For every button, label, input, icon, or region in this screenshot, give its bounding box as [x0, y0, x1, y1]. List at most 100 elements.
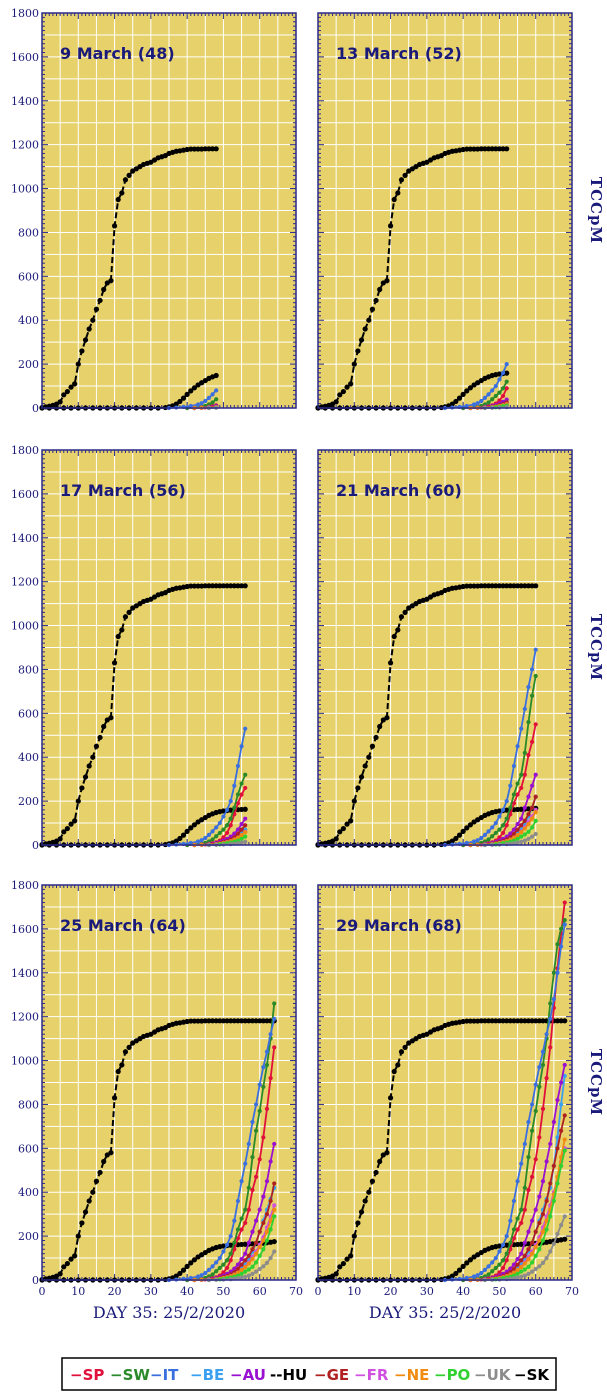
data-point [191, 1257, 197, 1263]
y-tick-label: 1000 [11, 1055, 39, 1068]
data-point [217, 1018, 223, 1024]
data-point [119, 1062, 125, 1068]
data-point [246, 1141, 251, 1147]
data-point [519, 1251, 524, 1256]
data-point [72, 1253, 78, 1259]
data-point [250, 1119, 255, 1125]
data-point [64, 1260, 70, 1267]
data-point [522, 706, 527, 712]
data-point [519, 726, 524, 731]
data-point [507, 1018, 513, 1024]
data-point [548, 1249, 553, 1254]
data-point [533, 1266, 538, 1272]
data-point [402, 172, 408, 178]
data-point [239, 822, 244, 827]
data-point [261, 1238, 266, 1243]
data-point [387, 223, 394, 229]
panel-title: 17 March (56) [60, 481, 186, 500]
data-point [188, 403, 193, 409]
y-tick-label: 800 [18, 226, 39, 239]
data-point [93, 1178, 100, 1184]
data-point [268, 1227, 273, 1232]
data-point [101, 1158, 107, 1165]
data-point [224, 1258, 230, 1263]
y-tick-label: 1600 [11, 923, 39, 936]
series-it [166, 1016, 277, 1283]
data-point [239, 1216, 244, 1221]
data-point [456, 832, 463, 838]
data-point [64, 825, 70, 832]
data-point [500, 146, 506, 152]
data-point [475, 1273, 480, 1278]
data-point [471, 1018, 477, 1024]
legend-entry-it: −IT [150, 1366, 179, 1384]
data-point [515, 836, 520, 841]
data-point [540, 1062, 546, 1068]
data-point [250, 1155, 255, 1160]
data-point [467, 385, 473, 391]
data-point [203, 1270, 208, 1276]
data-point [369, 1178, 376, 1184]
series-hu [315, 146, 510, 411]
data-point [493, 1255, 498, 1261]
data-point [261, 1247, 266, 1252]
data-point [228, 583, 234, 589]
data-point [526, 822, 531, 827]
data-point [253, 1260, 259, 1265]
series-it [166, 726, 248, 848]
data-point [490, 1269, 495, 1274]
data-point [239, 1262, 244, 1267]
data-point [202, 1018, 208, 1024]
data-point [391, 1068, 397, 1075]
data-point [239, 840, 244, 845]
data-point [500, 807, 506, 812]
data-point [544, 1255, 549, 1261]
data-point [479, 835, 484, 841]
x-tick-label: 20 [108, 1285, 122, 1298]
data-point [529, 1102, 535, 1107]
data-point [272, 1181, 277, 1186]
panel-title: 25 March (64) [60, 916, 186, 935]
legend-entry-be: −BE [190, 1366, 224, 1384]
data-point [253, 1251, 259, 1256]
data-point [515, 792, 520, 797]
data-point [482, 832, 488, 838]
data-point [210, 1264, 215, 1269]
data-point [272, 1141, 277, 1147]
data-point [232, 805, 237, 810]
data-point [515, 1271, 520, 1276]
data-point [559, 926, 564, 931]
series-hu [39, 146, 219, 411]
data-point [529, 1251, 535, 1256]
x-tick-label: 60 [253, 1285, 267, 1298]
data-point [511, 1266, 517, 1272]
y-axis-title: TCCpM [587, 177, 605, 244]
legend-entry-uk: −UK [474, 1366, 512, 1384]
data-point [453, 835, 459, 842]
data-point [519, 1258, 524, 1263]
data-point [257, 1108, 262, 1114]
data-point [482, 1018, 488, 1024]
data-point [86, 1198, 92, 1204]
data-point [482, 146, 488, 152]
data-point [515, 1262, 520, 1267]
data-point [515, 827, 520, 832]
data-point [562, 1214, 567, 1219]
y-tick-label: 1400 [11, 967, 39, 980]
data-point [235, 831, 241, 837]
data-point [504, 583, 510, 589]
data-point [471, 402, 477, 407]
data-point [126, 609, 132, 615]
data-point [184, 828, 190, 834]
data-point [268, 1159, 273, 1164]
data-point [529, 1218, 535, 1223]
data-point [253, 1240, 259, 1245]
data-point [220, 1018, 227, 1024]
data-point [540, 1106, 546, 1111]
data-point [398, 1049, 405, 1055]
series-uk [482, 1214, 567, 1283]
data-point [508, 1240, 513, 1245]
data-point [257, 1207, 262, 1212]
data-point [500, 1258, 506, 1263]
